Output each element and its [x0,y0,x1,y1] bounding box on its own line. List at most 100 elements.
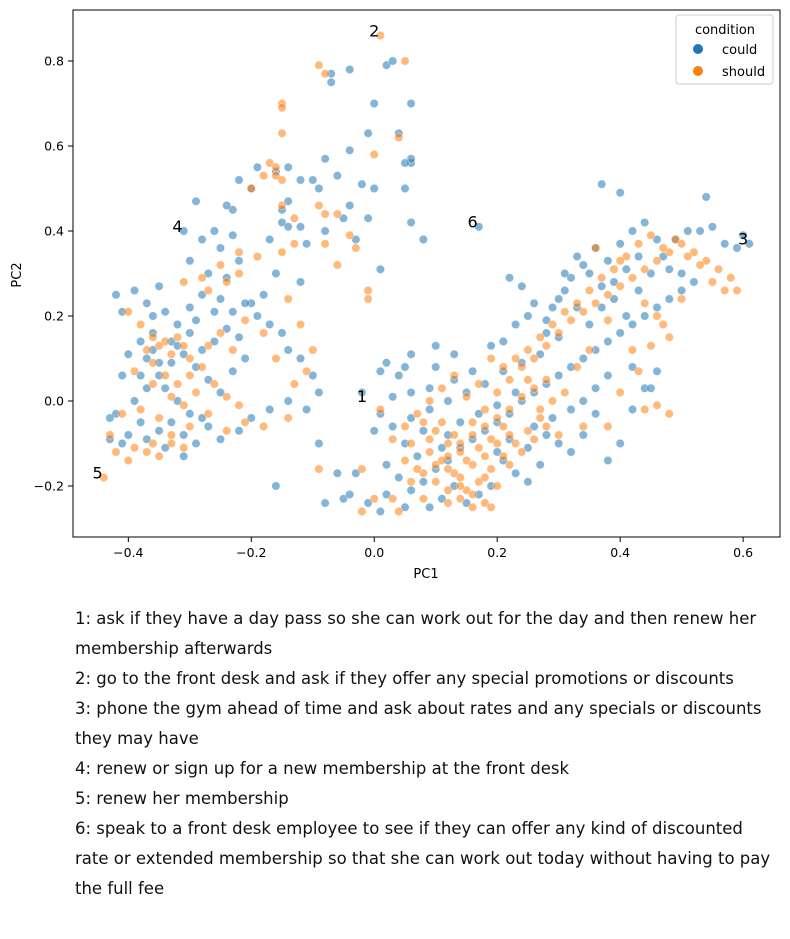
point-should [461,455,471,465]
point-should [418,468,428,478]
point-should [363,294,373,304]
point-should [455,494,465,504]
point-should [197,273,207,283]
point-should [369,150,379,160]
point-could [394,370,404,380]
point-should [615,387,625,397]
point-should [603,421,613,431]
point-should [173,332,183,342]
point-could [314,184,324,194]
point-should [406,477,416,487]
point-should [363,285,373,295]
point-should [547,319,557,329]
point-should [455,481,465,491]
point-could [332,468,342,478]
point-could [283,396,293,406]
point-should [160,370,170,380]
point-could [302,404,312,414]
point-should [271,353,281,363]
point-could [179,451,189,461]
x-tick-label: −0.2 [236,545,266,560]
point-should [572,298,582,308]
note-1: 1: ask if they have a day pass so she ca… [75,609,757,658]
point-should [123,307,133,317]
y-tick-label: 0.6 [44,139,64,154]
point-could [388,56,398,66]
point-should [591,298,601,308]
annotation-notes: 1: ask if they have a day pass so she ca… [75,604,775,904]
point-should [541,375,551,385]
point-could [511,387,521,397]
point-could [332,171,342,181]
point-should [713,264,723,274]
y-tick-label: −0.2 [34,479,64,494]
point-should [154,451,164,461]
annotation-label-4: 4 [172,217,182,236]
point-should [351,243,361,253]
point-could [154,281,164,291]
point-could [560,285,570,295]
point-could [228,205,238,215]
point-should [535,404,545,414]
point-could [683,226,693,236]
point-should [474,443,484,453]
point-could [308,370,318,380]
point-should [332,260,342,270]
point-could [240,353,250,363]
point-could [498,336,508,346]
point-could [720,239,730,249]
point-should [431,426,441,436]
point-could [492,400,502,410]
point-could [597,302,607,312]
point-could [222,324,232,334]
point-should [449,370,459,380]
point-should [461,485,471,495]
point-could [338,494,348,504]
point-could [283,162,293,172]
point-could [185,409,195,419]
y-tick-label: 0.0 [44,394,64,409]
point-could [584,268,594,278]
point-should [646,341,656,351]
point-should [498,362,508,372]
point-could [486,341,496,351]
point-could [474,222,484,232]
x-tick-label: 0.6 [733,545,753,560]
point-should [228,345,238,355]
point-could [105,413,115,423]
point-should [547,396,557,406]
point-should [523,375,533,385]
point-could [443,396,453,406]
point-could [142,298,152,308]
legend: condition could should [675,14,774,85]
point-should [259,171,269,181]
point-should [357,464,367,474]
point-should [320,239,330,249]
point-should [627,273,637,283]
point-should [566,315,576,325]
point-could [455,417,465,427]
point-could [179,430,189,440]
point-should [615,256,625,266]
point-should [283,413,293,423]
point-could [308,175,318,185]
point-could [597,281,607,291]
point-could [148,311,158,321]
point-should [578,421,588,431]
point-could [634,285,644,295]
point-could [173,319,183,329]
point-could [572,252,582,262]
point-should [148,332,158,342]
point-should [394,506,404,516]
point-could [277,218,287,228]
note-6: 6: speak to a front desk employee to see… [75,819,771,898]
point-should [591,243,601,253]
point-should [277,201,287,211]
x-tick-label: −0.4 [113,545,143,560]
point-could [142,434,152,444]
point-should [646,230,656,240]
point-could [185,328,195,338]
point-could [320,226,330,236]
point-should [400,455,410,465]
point-could [191,315,201,325]
